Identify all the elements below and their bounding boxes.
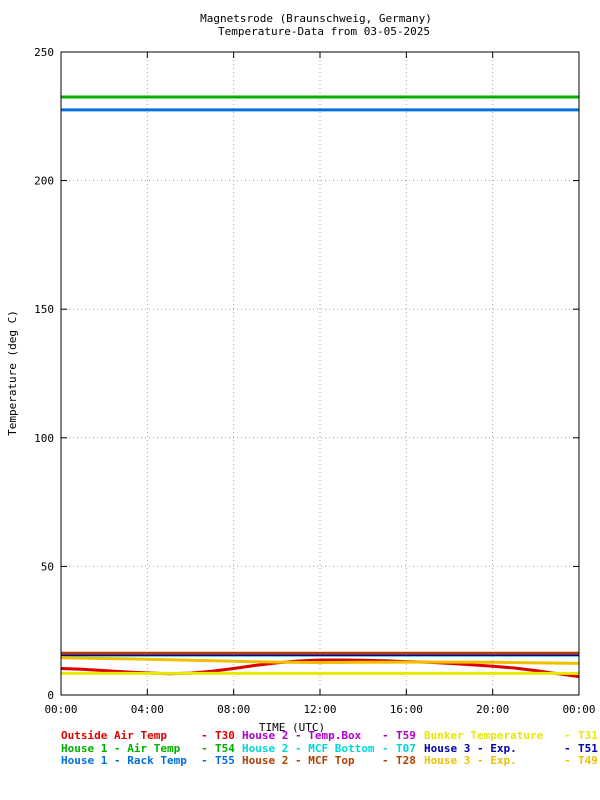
x-tick-label: 00:00 <box>44 703 77 716</box>
legend-separator: - <box>382 742 389 755</box>
legend-separator: - <box>201 729 208 742</box>
legend-label-t54: House 1 - Air Temp <box>61 742 181 755</box>
x-axis-title: TIME (UTC) <box>259 721 325 734</box>
legend-code-t28: T28 <box>396 754 416 767</box>
legend: Outside Air Temp - T30 House 2 - Temp.Box - T… <box>61 729 598 767</box>
x-tick-label: 00:00 <box>562 703 595 716</box>
legend-code-t55: T55 <box>215 754 235 767</box>
legend-label-t30: Outside Air Temp <box>61 729 167 742</box>
y-tick-label: 150 <box>34 303 54 316</box>
legend-label-t31: Bunker Temperature <box>424 729 544 742</box>
legend-separator: - <box>201 754 208 767</box>
legend-code-t30: T30 <box>215 729 235 742</box>
grid <box>61 52 579 695</box>
legend-code-t54: T54 <box>215 742 235 755</box>
y-tick-label: 50 <box>41 560 54 573</box>
x-tick-label: 04:00 <box>131 703 164 716</box>
x-tick-label: 16:00 <box>390 703 423 716</box>
legend-label-t49: House 3 - Exp. <box>424 754 517 767</box>
x-tick-label: 12:00 <box>303 703 336 716</box>
legend-label-t28: House 2 - MCF Top <box>242 754 355 767</box>
y-tick-label: 0 <box>47 689 54 702</box>
chart-title: Magnetsrode (Braunschweig, Germany) <box>200 12 432 25</box>
legend-separator: - <box>564 754 571 767</box>
y-tick-label: 100 <box>34 432 54 445</box>
legend-code-t07: T07 <box>396 742 416 755</box>
legend-separator: - <box>382 754 389 767</box>
chart-subtitle: Temperature-Data from 03-05-2025 <box>218 25 430 38</box>
legend-separator: - <box>564 729 571 742</box>
legend-code-t59: T59 <box>396 729 416 742</box>
y-axis-title: Temperature (deg C) <box>6 310 19 436</box>
y-tick-label: 200 <box>34 175 54 188</box>
legend-label-t59: House 2 - Temp.Box <box>242 729 362 742</box>
y-tick-label: 250 <box>34 46 54 59</box>
legend-label-t55: House 1 - Rack Temp <box>61 754 187 767</box>
series-lines <box>60 95 580 679</box>
legend-separator: - <box>382 729 389 742</box>
x-tick-label: 08:00 <box>217 703 250 716</box>
legend-code-t51: T51 <box>578 742 598 755</box>
legend-label-t07: House 2 - MCF Bottom <box>242 742 375 755</box>
legend-separator: - <box>564 742 571 755</box>
legend-code-t49: T49 <box>578 754 598 767</box>
series-line-t49 <box>60 656 580 665</box>
x-tick-label: 20:00 <box>476 703 509 716</box>
x-axis-ticks: 00:00 04:00 08:00 12:00 16:00 20:00 00:00 <box>44 52 596 716</box>
y-axis-ticks: 0 50 100 150 200 250 <box>34 46 579 702</box>
legend-code-t31: T31 <box>578 729 598 742</box>
legend-separator: - <box>201 742 208 755</box>
legend-label-t51: House 3 - Exp. <box>424 742 517 755</box>
